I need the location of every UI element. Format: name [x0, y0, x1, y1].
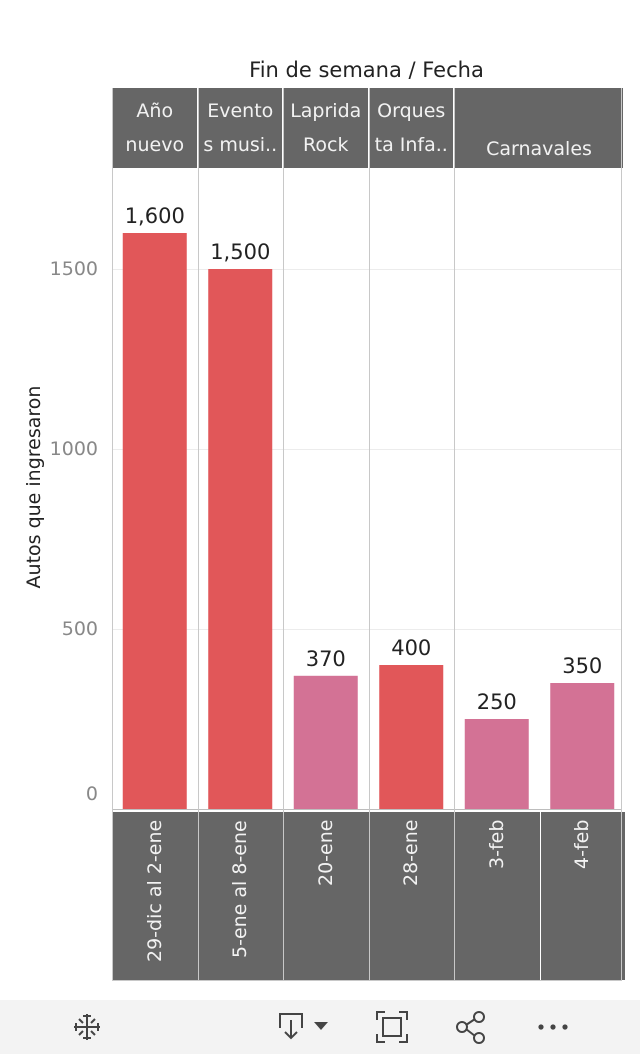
x-tick-label: 3-feb — [485, 819, 508, 869]
bar-value-label: 400 — [391, 636, 431, 660]
bar-value-label: 370 — [306, 647, 346, 671]
bar[interactable] — [379, 665, 444, 809]
panel-divider — [283, 88, 284, 980]
panel-header-3: Orques ta Infa.. — [369, 88, 453, 168]
panel-divider — [198, 88, 199, 980]
bar-value-label: 350 — [562, 654, 602, 678]
panel-divider — [621, 88, 622, 980]
panel-header-4: Carnavales — [455, 88, 623, 168]
bar-value-label: 250 — [477, 690, 517, 714]
gridline — [112, 629, 621, 630]
x-tick-label: 4-feb — [571, 819, 594, 869]
panel-divider — [369, 88, 370, 980]
bar[interactable] — [293, 675, 358, 809]
x-tick-label: 29-dic al 2-ene — [143, 819, 166, 962]
fullscreen-icon[interactable] — [375, 1010, 409, 1044]
x-axis-bottom-border — [112, 980, 622, 981]
x-axis-cell: 4-feb — [540, 812, 625, 980]
x-axis-cell: 3-feb — [455, 812, 540, 980]
gridline — [112, 269, 621, 270]
x-axis-cell: 29-dic al 2-ene — [113, 812, 198, 980]
bar[interactable] — [208, 269, 273, 809]
x-axis-cell: 28-ene — [369, 812, 454, 980]
panel-header-0: Año nuevo — [113, 88, 197, 168]
y-tick-label: 1000 — [49, 438, 98, 460]
more-icon[interactable] — [536, 1010, 570, 1044]
bar-value-label: 1,500 — [210, 240, 270, 264]
bar[interactable] — [122, 233, 187, 809]
x-tick-label: 28-ene — [400, 819, 423, 886]
x-axis-cell: 20-ene — [284, 812, 369, 980]
download-icon[interactable] — [272, 1010, 334, 1044]
chart-title: Fin de semana / Fecha — [249, 58, 484, 82]
bar[interactable] — [550, 683, 615, 809]
tableau-logo-icon[interactable] — [70, 1010, 104, 1044]
panel-divider — [454, 88, 455, 980]
panel-header-1: Evento s musi.. — [198, 88, 282, 168]
panel-header-2: Laprida Rock — [284, 88, 368, 168]
x-axis-baseline — [112, 809, 621, 810]
panel-divider — [112, 88, 113, 980]
share-icon[interactable] — [454, 1010, 488, 1044]
y-axis-label: Autos que ingresaron — [23, 385, 45, 589]
y-tick-label: 500 — [61, 618, 98, 640]
bottom-toolbar — [0, 1000, 640, 1054]
x-tick-label: 20-ene — [314, 819, 337, 886]
y-tick-label: 1500 — [49, 258, 98, 280]
bar-value-label: 1,600 — [125, 204, 185, 228]
x-tick-label: 5-ene al 8-ene — [229, 820, 252, 958]
y-tick-label: 0 — [85, 783, 98, 805]
gridline — [112, 449, 621, 450]
x-axis-cell: 5-ene al 8-ene — [198, 812, 283, 980]
bar[interactable] — [464, 719, 529, 809]
